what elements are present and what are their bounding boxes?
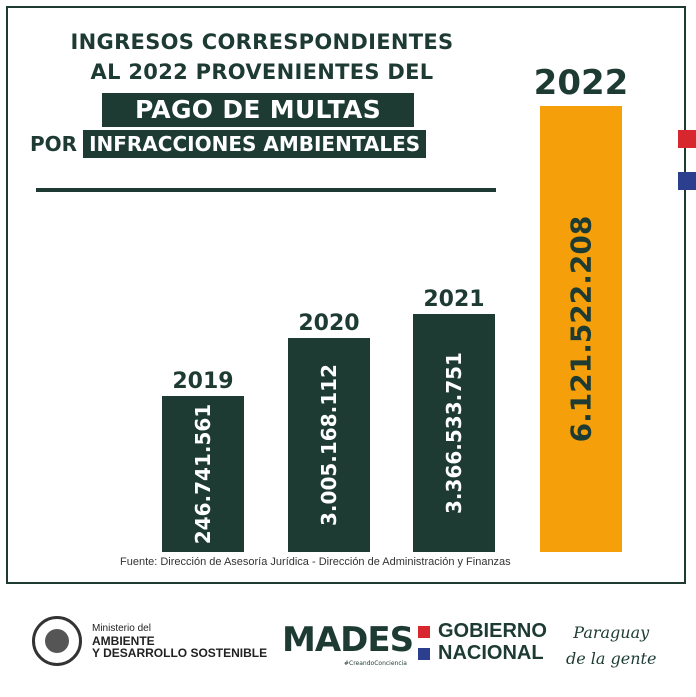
source-note: Fuente: Dirección de Asesoría Jurídica -… [120,556,511,568]
category-label-2022: 2022 [534,63,629,103]
bar-2020 [288,338,370,552]
gobierno-flag-red [418,626,430,638]
gobierno-flag-blue [418,648,430,660]
ministry-logo: Ministerio del AMBIENTE Y DESARROLLO SOS… [92,623,268,661]
title-line-4-prefix: POR [30,132,78,156]
flag-red-stripe [678,130,696,148]
title-line-4: POR INFRACCIONES AMBIENTALES [30,130,427,158]
slogan-line-2: de la gente [566,649,657,668]
ministry-small: Ministerio del [92,623,151,634]
bar-2019 [162,396,244,552]
gobierno-line-1: GOBIERNO [438,620,547,642]
title-block: INGRESOS CORRESPONDIENTES AL 2022 PROVEN… [0,0,520,200]
bar-chart: 2019 246.741.561 2020 3.005.168.112 2021 3.36… [162,63,629,552]
category-label-2021: 2021 [423,287,484,312]
title-highlight: PAGO DE MULTAS [102,93,414,127]
title-line-2: AL 2022 PROVENIENTES DEL [90,60,434,84]
mades-logo: MADES [282,620,414,660]
bar-2021 [413,314,495,552]
flag-blue-stripe [678,172,696,190]
ministry-line-1: AMBIENTE [92,633,155,648]
slogan-line-1: Paraguay [573,623,650,642]
bar-2022 [540,106,622,552]
value-label-2019: 246.741.561 [191,404,215,544]
mades-hashtag: #CreandoConciencia [344,660,407,667]
category-label-2020: 2020 [298,311,359,336]
slogan-logo: Paraguay de la gente [566,620,656,672]
value-label-2022: 6.121.522.208 [565,216,598,443]
category-label-2019: 2019 [172,369,233,394]
value-label-2020: 3.005.168.112 [317,364,341,526]
gobierno-line-2: NACIONAL [438,642,544,664]
ministry-line-2: Y DESARROLLO SOSTENIBLE [92,646,268,661]
footer: Ministerio del AMBIENTE Y DESARROLLO SOS… [0,600,696,697]
title-rule [36,188,496,192]
gobierno-logo: GOBIERNO NACIONAL [438,620,547,664]
title-line-1: INGRESOS CORRESPONDIENTES [70,30,454,54]
title-line-4-highlight: INFRACCIONES AMBIENTALES [83,130,427,158]
value-label-2021: 3.366.533.751 [442,352,466,514]
national-seal-icon [32,616,82,666]
